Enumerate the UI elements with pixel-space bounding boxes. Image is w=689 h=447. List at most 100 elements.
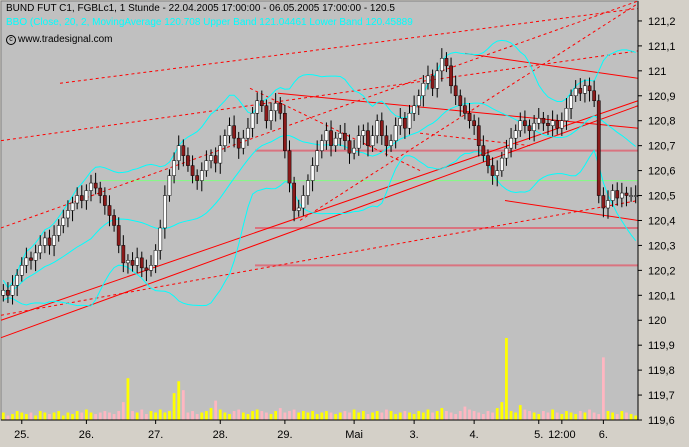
candle-body <box>352 147 356 154</box>
volume-bar <box>15 411 19 420</box>
candle-body <box>573 88 578 97</box>
volume-bar <box>241 412 245 420</box>
candle-body <box>458 95 463 107</box>
volume-bar <box>408 412 411 420</box>
candle-body <box>583 85 587 94</box>
watermark: c www.tradesignal.com <box>6 34 112 45</box>
volume-bar <box>260 411 264 420</box>
candle-body <box>232 125 236 139</box>
volume-bar <box>209 408 213 420</box>
volume-bar <box>283 412 287 420</box>
candle-body <box>218 145 223 164</box>
price-tick-label: 120,9 <box>648 91 676 103</box>
time-tick-label: 26. <box>79 429 94 441</box>
volume-bar <box>601 357 605 420</box>
price-tick-label: 120,6 <box>648 166 676 178</box>
price-tick-label: 119,7 <box>648 390 675 402</box>
volume-bar <box>311 411 314 420</box>
candle-body <box>38 245 43 254</box>
candle-body <box>190 165 195 176</box>
candle-body <box>130 260 135 266</box>
candle-body <box>324 130 329 141</box>
volume-bar <box>172 393 176 420</box>
candle-body <box>361 130 366 136</box>
volume-bar <box>168 411 171 420</box>
time-tick-label: 12:00 <box>548 429 576 441</box>
volume-bar <box>265 412 268 420</box>
volume-bar <box>75 411 79 420</box>
volume-bar <box>228 414 231 420</box>
volume-bar <box>11 414 14 420</box>
candle-body <box>287 150 292 184</box>
volume-bar <box>145 414 148 420</box>
candle-body <box>624 192 629 196</box>
time-tick-label: 4. <box>470 429 479 441</box>
candle-body <box>329 130 333 146</box>
candle-body <box>116 225 121 246</box>
price-tick-label: 121,1 <box>648 41 676 53</box>
price-tick-label: 120,1 <box>648 290 676 302</box>
candle-body <box>144 267 149 271</box>
volume-bar <box>154 412 158 420</box>
volume-bar <box>375 411 379 420</box>
candle-body <box>19 265 24 276</box>
volume-bar <box>380 412 384 420</box>
time-tick-label: 5. <box>534 429 543 441</box>
price-tick-label: 120,2 <box>648 265 676 277</box>
volume-bar <box>195 414 199 420</box>
candle-body <box>107 205 112 216</box>
candle-body <box>343 132 347 141</box>
volume-bar <box>481 414 485 420</box>
chart-title: BUND FUT C1, FGBLc1, 1 Stunde - 22.04.20… <box>6 3 395 14</box>
volume-bar <box>200 412 204 420</box>
time-tick-label: 28. <box>213 429 228 441</box>
candle-body <box>223 135 227 146</box>
volume-bar <box>48 414 51 420</box>
candle-body <box>98 187 103 196</box>
volume-bar <box>320 412 324 420</box>
volume-bar <box>269 414 273 420</box>
candle-body <box>70 202 75 211</box>
volume-bar <box>329 412 333 420</box>
volume-bar <box>523 409 527 420</box>
volume-bar <box>57 411 61 420</box>
candle-body <box>199 170 204 181</box>
volume-bar <box>574 414 578 420</box>
price-tick-label: 120,4 <box>648 215 676 227</box>
candle-body <box>596 100 601 196</box>
trendline-10 <box>249 87 421 172</box>
volume-bar <box>569 412 573 420</box>
candle-body <box>421 83 426 97</box>
volume-bar <box>121 402 125 420</box>
volume-bar <box>477 412 481 420</box>
candle-body <box>121 245 126 264</box>
candle-body <box>606 200 610 209</box>
volume-bar <box>532 412 536 420</box>
volume-bar <box>140 409 144 420</box>
candle-body <box>366 130 370 146</box>
price-tick-label: 120,3 <box>648 240 676 252</box>
candle-body <box>10 285 15 296</box>
volume-bar <box>440 408 444 420</box>
time-tick-label: Mai <box>345 429 363 441</box>
volume-bar <box>61 415 65 420</box>
volume-bar <box>278 408 282 420</box>
candle-body <box>453 85 458 97</box>
volume-bar <box>403 411 407 420</box>
candle-body <box>61 217 66 226</box>
candle-body <box>283 112 287 151</box>
volume-bar <box>472 411 476 420</box>
time-tick-label: 29. <box>277 429 292 441</box>
volume-bar <box>108 412 111 420</box>
candle-body <box>126 260 130 264</box>
volume-bar <box>334 414 338 420</box>
trendline-8 <box>299 3 639 221</box>
volume-bar <box>112 414 116 420</box>
volume-bar <box>177 381 181 420</box>
volume-bar <box>34 415 38 420</box>
candle-body <box>619 192 624 199</box>
candle-body <box>416 95 421 107</box>
candle-body <box>292 182 296 211</box>
candle-body <box>195 175 200 181</box>
volume-bar <box>98 412 102 420</box>
